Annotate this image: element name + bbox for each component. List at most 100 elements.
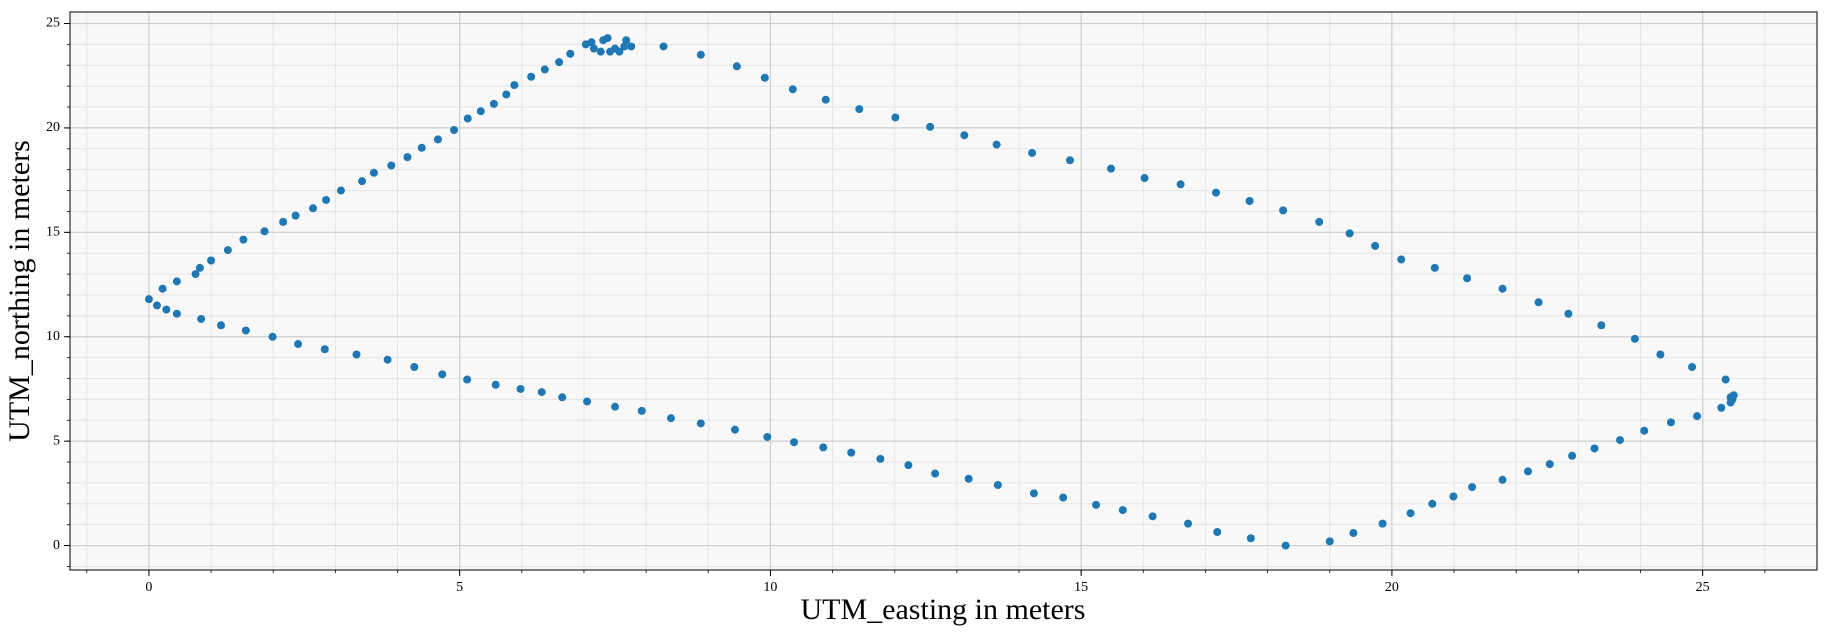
point — [322, 195, 331, 204]
point — [158, 284, 167, 293]
point — [260, 227, 269, 236]
y-tick-label: 0 — [53, 538, 60, 553]
point — [358, 177, 367, 186]
point — [566, 49, 575, 58]
point — [491, 380, 500, 389]
point — [622, 36, 631, 45]
point — [637, 406, 646, 415]
point — [1378, 519, 1387, 528]
plot-frame — [69, 11, 1818, 571]
point — [904, 461, 913, 470]
point — [1656, 350, 1665, 359]
point — [1590, 444, 1599, 453]
point — [964, 474, 973, 483]
point — [383, 355, 392, 364]
point — [1545, 460, 1554, 469]
point — [1615, 436, 1624, 445]
point — [1028, 148, 1037, 157]
point — [1430, 263, 1439, 272]
point — [403, 153, 412, 162]
point — [516, 384, 525, 393]
point — [1534, 298, 1543, 307]
x-axis-label: UTM_easting in meters — [801, 593, 1086, 626]
point — [336, 186, 345, 195]
x-tick-label: 0 — [145, 580, 152, 595]
point — [876, 454, 885, 463]
x-tick-label: 15 — [1074, 580, 1088, 595]
y-axis-label: UTM_northing in meters — [3, 140, 36, 442]
point — [162, 305, 171, 314]
point — [1721, 375, 1730, 384]
point — [433, 135, 442, 144]
y-tick-label: 15 — [46, 225, 60, 240]
point — [992, 140, 1001, 149]
point — [502, 90, 511, 99]
point — [1148, 512, 1157, 521]
point — [587, 38, 596, 47]
point — [1029, 489, 1038, 498]
point — [1568, 451, 1577, 460]
point — [369, 168, 378, 177]
point — [1449, 492, 1458, 501]
y-tick-label: 25 — [46, 16, 60, 31]
point — [207, 256, 216, 265]
point — [1371, 241, 1380, 250]
point — [195, 263, 204, 272]
point — [1325, 537, 1334, 546]
point — [615, 47, 624, 56]
point — [1213, 527, 1222, 536]
plot-area — [70, 12, 1817, 570]
point — [1279, 206, 1288, 215]
point — [1245, 196, 1254, 205]
point — [1524, 467, 1533, 476]
point — [537, 388, 546, 397]
point — [1688, 363, 1697, 372]
point — [1406, 509, 1415, 518]
point — [172, 309, 181, 318]
point — [1212, 188, 1221, 197]
point — [1640, 426, 1649, 435]
point — [217, 321, 226, 330]
point — [993, 481, 1002, 490]
point — [438, 370, 447, 379]
point — [666, 414, 675, 423]
point — [144, 295, 153, 304]
point — [410, 363, 419, 372]
point — [1065, 156, 1074, 165]
point — [1564, 309, 1573, 318]
point — [1092, 500, 1101, 509]
point — [1630, 334, 1639, 343]
point — [603, 34, 612, 43]
point — [1281, 541, 1290, 550]
point — [596, 47, 605, 56]
point — [891, 113, 900, 122]
point — [191, 270, 200, 279]
point — [476, 107, 485, 116]
point — [1498, 475, 1507, 484]
y-tick-label: 5 — [53, 433, 60, 448]
point — [790, 438, 799, 447]
point — [696, 50, 705, 59]
point — [730, 425, 739, 434]
point — [320, 345, 329, 354]
point — [450, 125, 459, 134]
point — [463, 375, 472, 384]
point — [291, 211, 300, 220]
point — [1106, 164, 1115, 173]
point — [1666, 418, 1675, 427]
point — [659, 42, 668, 51]
x-tick-label: 10 — [763, 580, 777, 595]
point — [931, 469, 940, 478]
point — [1118, 506, 1127, 515]
point — [555, 58, 564, 67]
point — [1349, 529, 1358, 538]
x-tick-label: 5 — [456, 580, 463, 595]
point — [1176, 180, 1185, 189]
point — [620, 42, 629, 51]
point — [1428, 499, 1437, 508]
point — [819, 443, 828, 452]
point — [197, 314, 206, 323]
y-tick-label: 20 — [46, 120, 60, 135]
point — [847, 448, 856, 457]
